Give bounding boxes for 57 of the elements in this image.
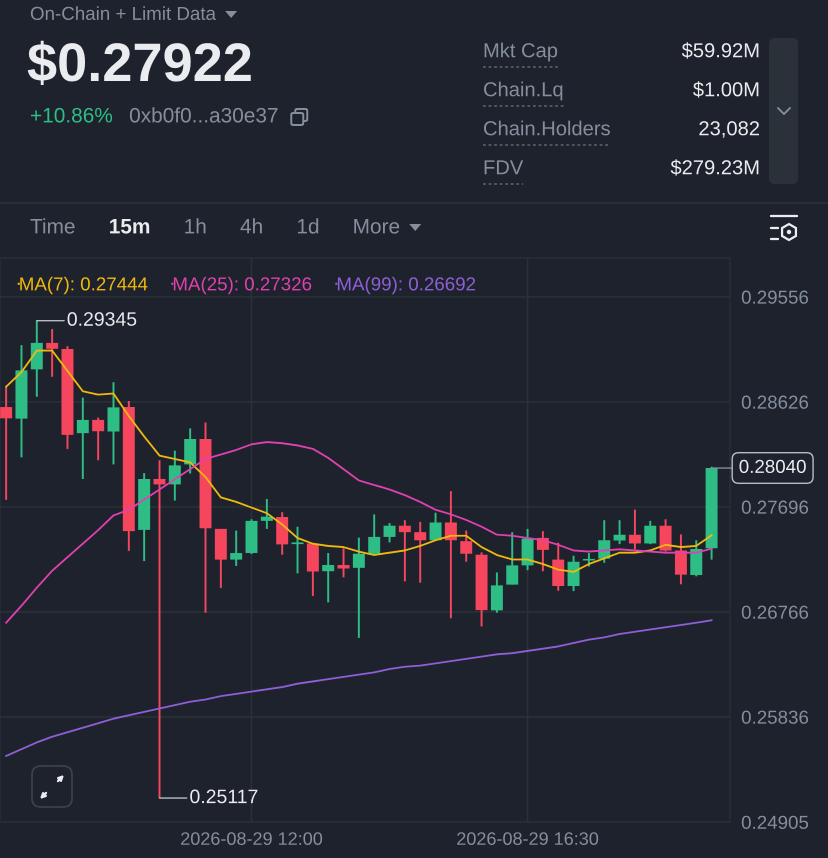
legend-label: MA(25): 0.27326	[174, 276, 312, 294]
candlestick	[230, 530, 242, 567]
candlestick	[384, 522, 396, 544]
text: 15m	[110, 219, 150, 234]
text: 1h	[185, 218, 206, 234]
text: 0xb0f0...a30e37	[130, 107, 278, 123]
text: Mkt Cap	[484, 42, 558, 62]
candlestick	[368, 513, 380, 556]
text: +10.86%	[31, 108, 112, 123]
legend-label: MA(99): 0.26692	[338, 276, 476, 294]
candlestick	[444, 490, 457, 620]
y-tick-label: 0.25836	[742, 710, 808, 724]
text: 4h	[240, 218, 262, 234]
text: Time	[30, 218, 75, 234]
annotation: 0.29345	[68, 312, 136, 326]
text: $59.92M	[682, 42, 758, 59]
candlestick	[644, 520, 656, 546]
candlestick	[628, 508, 641, 550]
text: $279.23M	[670, 159, 758, 176]
candlestick	[92, 416, 104, 462]
y-tick-label: 0.28626	[742, 396, 808, 409]
candlestick	[430, 512, 442, 542]
candlestick	[506, 531, 518, 586]
annotation: 0.25117	[190, 790, 258, 804]
candlestick	[414, 520, 426, 584]
x-tick-label: 2026-08-29 12:00	[181, 832, 322, 845]
candlestick	[76, 396, 89, 480]
text: $1.00M	[693, 81, 758, 98]
candlestick	[260, 498, 273, 530]
text: 1d	[298, 218, 318, 234]
text: 23,082	[699, 121, 759, 138]
y-tick-label: 0.24905	[742, 816, 808, 829]
line-series	[5, 619, 712, 757]
text: Chain.Holders	[484, 120, 610, 136]
y-tick-label: 0.29556	[742, 290, 808, 304]
candlestick	[322, 552, 334, 604]
candlestick	[0, 386, 12, 501]
line-series	[5, 441, 712, 624]
candlestick	[46, 328, 58, 378]
candlestick	[614, 519, 626, 546]
annotation: 0.28040	[739, 460, 806, 474]
text: $0.27922	[28, 40, 251, 86]
text: On-Chain + Limit Data	[30, 6, 216, 20]
candlestick	[154, 459, 166, 800]
text: FDV	[484, 160, 524, 174]
candlestick	[352, 536, 365, 639]
text: Chain.Lq	[484, 82, 562, 100]
candlestick	[398, 519, 411, 582]
x-tick-label: 2026-08-29 16:30	[457, 832, 598, 845]
y-tick-label: 0.26766	[742, 606, 808, 619]
text: More	[354, 219, 400, 234]
candlestick	[338, 547, 350, 578]
y-tick-label: 0.27696	[742, 500, 808, 514]
legend-label: MA(7): 0.27444	[20, 276, 148, 294]
line-series	[5, 350, 712, 573]
candlestick	[582, 552, 595, 568]
candlestick	[460, 530, 472, 563]
